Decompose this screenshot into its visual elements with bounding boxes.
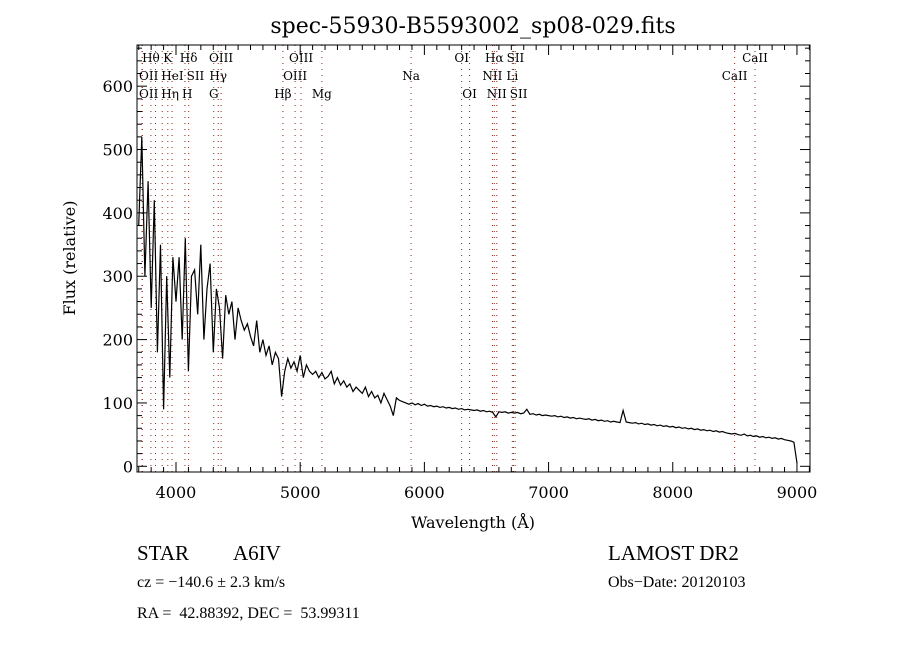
marker-label: SII [187,69,205,83]
marker-label: OII [139,87,159,101]
marker-label: Hδ [180,51,198,65]
marker-label: Hβ [274,87,291,101]
y-tick-label: 100 [102,394,133,413]
y-tick-label: 300 [102,267,133,286]
marker-label: Hγ [209,69,227,83]
object-subclass: A6IV [233,541,281,565]
spectrum-series [138,136,798,464]
marker-label: NII [482,69,502,83]
x-tick-label: 7000 [528,483,569,502]
x-tick-label: 4000 [156,483,197,502]
x-tick-label: 8000 [652,483,693,502]
marker-label: Mg [312,87,332,101]
marker-label: OI [454,51,469,65]
marker-label: OIII [209,51,233,65]
marker-label: OIII [283,69,307,83]
y-axis-label: Flux (relative) [60,201,79,316]
x-axis-label: Wavelength (Å) [411,512,535,532]
x-tick-label: 9000 [777,483,818,502]
marker-label: Hη [161,87,179,101]
plot-frame [136,44,811,473]
y-tick-label: 400 [102,204,133,223]
marker-label: Na [402,69,420,83]
marker-label: Li [506,69,518,83]
marker-label: Hθ [142,51,160,65]
marker-label: SII [510,87,528,101]
marker-label: SII [507,51,525,65]
marker-label: OII [139,69,159,83]
marker-label: CaII [722,69,748,83]
chart-title: spec-55930-B5593002_sp08-029.fits [270,14,675,39]
marker-label: CaII [742,51,768,65]
marker-label: OIII [289,51,313,65]
x-tick-label: 5000 [280,483,321,502]
marker-label: NII [487,87,507,101]
y-tick-label: 600 [102,77,133,96]
y-tick-label: 500 [102,141,133,160]
marker-label: H [182,87,192,101]
redshift-text: cz = −140.6 ± 2.3 km/s [137,574,286,591]
object-class: STAR [137,541,189,565]
axes: 4000 5000 6000 7000 8000 9000 0 100 200 300 400 500… [102,44,818,502]
y-tick-label: 0 [123,457,133,476]
obs-date: Obs−Date: 20120103 [608,574,746,591]
coordinates-text: RA = 42.88392, DEC = 53.99311 [137,605,360,622]
marker-label: Hα [485,51,504,65]
spectrum-line [138,136,798,464]
marker-label: HeI [161,69,184,83]
y-tick-label: 200 [102,331,133,350]
marker-label: OI [462,87,477,101]
marker-label: K [163,51,173,65]
survey-name: LAMOST DR2 [608,541,739,565]
marker-label: G [209,87,219,101]
x-tick-label: 6000 [404,483,445,502]
